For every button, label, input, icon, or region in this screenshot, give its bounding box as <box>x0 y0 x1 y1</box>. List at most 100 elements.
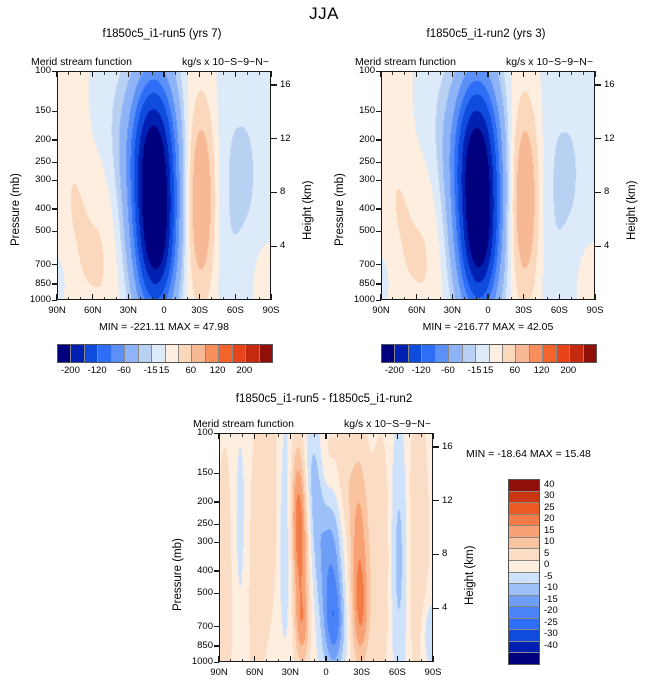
x-minor-tick-mark <box>349 658 351 662</box>
panel-run5-subtitle-right: kg/s x 10~S~9~N~ <box>182 56 269 68</box>
x-minor-tick-mark <box>68 71 70 75</box>
colorbar-tick-label: -60 <box>441 365 455 376</box>
y-right-tick-label: 4 <box>442 602 448 614</box>
x-tick-mark <box>254 433 256 439</box>
x-tick-mark <box>270 71 272 77</box>
panel-diff-x-ticks: 90N 60N 30N 0 30S 60S 90S <box>162 393 486 693</box>
colorbar-run2[interactable]: -200 -120 -60 -15 15 60 120 200 <box>381 344 597 380</box>
colorbar-swatch <box>449 345 463 362</box>
panel-run2-y-ticks: 100 150 200 250 300 400 500 700 850 1000 <box>324 28 648 328</box>
y-tick-mark <box>52 110 57 112</box>
x-minor-tick-mark <box>313 433 315 437</box>
x-minor-tick-mark <box>535 71 537 75</box>
x-minor-tick-mark <box>151 296 153 300</box>
y-tick-mark <box>52 230 57 232</box>
y-tick-mark <box>214 592 219 594</box>
x-minor-tick-mark <box>242 433 244 437</box>
x-tick-mark <box>92 294 94 300</box>
x-tick-mark <box>380 294 382 300</box>
y-tick-label: 150 <box>197 467 213 479</box>
y-tick-label: 500 <box>359 225 375 237</box>
colorbar-swatch <box>509 491 539 504</box>
colorbar-swatch <box>516 345 530 362</box>
x-tick-label: 0 <box>323 667 329 678</box>
y-right-tick-mark <box>433 607 439 609</box>
y-tick-label: 500 <box>35 225 51 237</box>
y-right-tick-label: 16 <box>442 440 453 452</box>
colorbar-swatch <box>408 345 423 362</box>
y-tick-mark <box>52 208 57 210</box>
x-minor-tick-mark <box>187 296 189 300</box>
x-tick-mark <box>56 71 58 77</box>
colorbar-swatch <box>178 345 193 362</box>
y-tick-label: 850 <box>359 277 375 289</box>
panel-diff-subtitle-right: kg/s x 10~S~9~N~ <box>344 418 431 430</box>
colorbar-swatch <box>111 345 126 362</box>
colorbar-swatch <box>509 537 539 550</box>
panel-run5-plot[interactable] <box>57 71 271 300</box>
x-tick-mark <box>254 656 256 662</box>
x-minor-tick-mark <box>301 433 303 437</box>
x-minor-tick-mark <box>266 433 268 437</box>
colorbar-swatch <box>138 345 153 362</box>
y-right-tick-mark <box>595 245 601 247</box>
panel-run5-x-ticks: 90N 60N 30N 0 30S 60S 90S <box>0 28 324 328</box>
colorbar-swatch <box>192 345 206 362</box>
y-right-tick-mark <box>595 84 601 86</box>
x-minor-tick-mark <box>104 296 106 300</box>
y-tick-mark <box>52 139 57 141</box>
x-tick-mark <box>325 656 327 662</box>
x-minor-tick-mark <box>499 71 501 75</box>
panel-diff-plot[interactable] <box>219 433 433 662</box>
x-tick-mark <box>218 433 220 439</box>
panel-run2-plot[interactable] <box>381 71 595 300</box>
y-tick-mark <box>376 179 381 181</box>
x-tick-mark <box>523 294 525 300</box>
panel-run5-minmax: MIN = -221.11 MAX = 47.98 <box>99 321 229 333</box>
x-tick-label: 30S <box>191 305 209 316</box>
y-tick-mark <box>214 501 219 503</box>
x-minor-tick-mark <box>511 71 513 75</box>
x-tick-mark <box>396 656 399 662</box>
y-right-tick-label: 16 <box>604 78 615 90</box>
x-minor-tick-mark <box>139 71 141 75</box>
colorbar-diff[interactable]: 40 30 25 20 15 10 5 0 -5 -10 -15 -20 -25 -30 -40 <box>508 479 588 669</box>
x-minor-tick-mark <box>420 658 422 662</box>
x-minor-tick-mark <box>104 71 106 75</box>
x-minor-tick-mark <box>266 658 268 662</box>
colorbar-swatch <box>462 345 477 362</box>
x-minor-tick-mark <box>175 71 177 75</box>
x-minor-tick-mark <box>546 296 548 300</box>
y-right-tick-label: 12 <box>604 132 615 144</box>
colorbar-tick-label: 60 <box>185 365 197 376</box>
colorbar-tick-label: 200 <box>236 365 253 376</box>
y-tick-mark <box>376 208 381 210</box>
panel-run2-subtitle-right: kg/s x 10~S~9~N~ <box>506 56 593 68</box>
panel-diff-contour-canvas <box>220 434 432 661</box>
x-minor-tick-mark <box>68 296 70 300</box>
y-tick-mark <box>376 161 381 163</box>
colorbar-tick-label: -200 <box>384 365 404 376</box>
y-tick-mark <box>52 283 57 285</box>
colorbar-tick-label: -200 <box>60 365 80 376</box>
panel-run5-y-right-ticks: 16 12 8 4 <box>0 28 324 328</box>
colorbar-run5[interactable]: -200 -120 -60 -15 15 60 120 200 <box>57 344 273 380</box>
panel-diff-title: f1850c5_i1-run5 - f1850c5_i1-run2 <box>235 393 413 405</box>
colorbar-tick-label: -120 <box>411 365 431 376</box>
x-minor-tick-mark <box>187 71 189 75</box>
colorbar-tick-label: -20 <box>544 605 558 617</box>
colorbar-swatch <box>98 345 112 362</box>
y-right-tick-label: 8 <box>604 186 610 198</box>
colorbar-swatch <box>509 560 539 573</box>
y-tick-mark <box>376 70 381 72</box>
colorbar-swatch <box>382 345 396 362</box>
y-tick-label: 850 <box>35 277 51 289</box>
colorbar-swatch <box>205 345 220 362</box>
x-minor-tick-mark <box>511 296 513 300</box>
y-right-tick-label: 12 <box>442 494 453 506</box>
colorbar-swatch <box>395 345 409 362</box>
colorbar-tick-label: -30 <box>544 628 558 640</box>
x-minor-tick-mark <box>439 71 441 75</box>
colorbar-swatch <box>509 630 539 642</box>
y-tick-label: 400 <box>359 202 375 214</box>
